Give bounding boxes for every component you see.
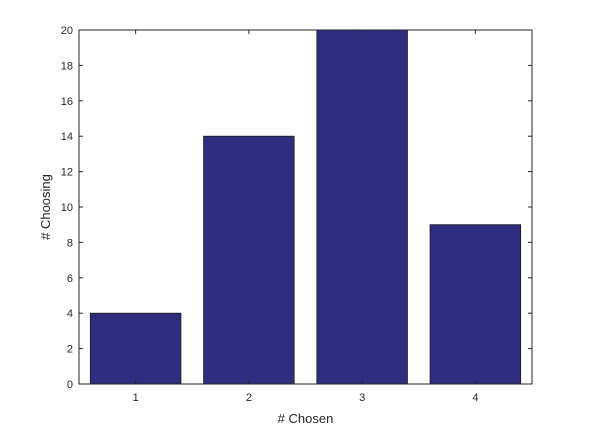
bars-group <box>89 29 522 385</box>
y-tick-label: 6 <box>67 273 73 285</box>
y-tick-label: 8 <box>67 237 73 249</box>
bar-3 <box>316 29 408 385</box>
bar-2 <box>203 135 295 385</box>
y-tick-label: 18 <box>61 60 73 72</box>
x-axis-label: # Chosen <box>278 411 334 426</box>
y-tick-label: 4 <box>67 308 73 320</box>
y-axis-label: # Choosing <box>38 174 53 240</box>
y-tick-label: 12 <box>61 167 73 179</box>
y-tick-label: 0 <box>67 379 73 391</box>
x-tick-label: 2 <box>246 392 252 404</box>
bar-1 <box>89 312 182 385</box>
y-tick-label: 14 <box>61 131 73 143</box>
y-tick-label: 16 <box>61 96 73 108</box>
y-tick-label: 2 <box>67 344 73 356</box>
bar-4 <box>429 224 522 385</box>
x-tick-label: 3 <box>359 392 365 404</box>
y-tick-label: 10 <box>61 202 73 214</box>
x-tick-label: 1 <box>133 392 139 404</box>
y-tick-label: 20 <box>61 25 73 37</box>
x-tick-label: 4 <box>472 392 478 404</box>
plot-frame <box>78 29 533 385</box>
